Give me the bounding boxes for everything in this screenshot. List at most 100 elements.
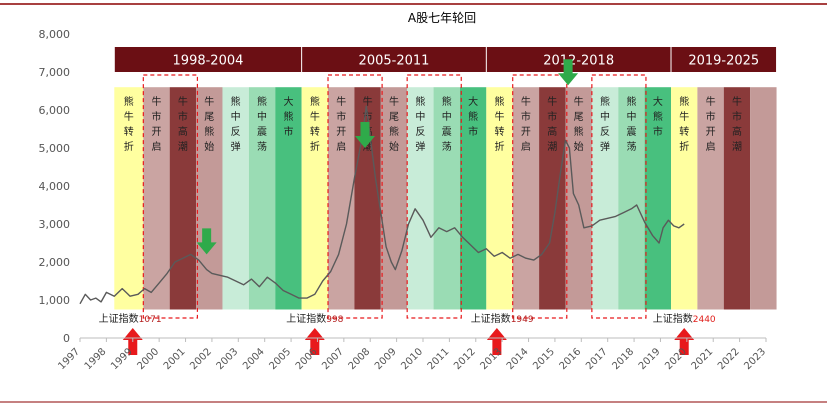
phase-labels: 熊牛转折 牛市开启 牛市高潮 牛尾熊始 熊中反弹 熊中震荡 大熊市 熊牛转折 牛市开启 牛市高潮 牛… [124, 95, 742, 153]
phase-label: 熊牛转折 [495, 95, 505, 153]
index-line [79, 105, 685, 305]
phase-band [114, 87, 144, 310]
phase-band [169, 87, 197, 310]
phase-band [222, 87, 249, 310]
y-axis: 0 1,000 2,000 3,000 4,000 5,000 6,000 7,000 8,00… [39, 28, 71, 345]
phase-band [143, 87, 170, 310]
x-tick-label: 2019 [637, 346, 663, 372]
down-arrow [196, 228, 217, 255]
y-tick-label: 0 [63, 332, 70, 345]
cycle-banner-label: 2012-2018 [543, 54, 614, 69]
x-tick-label: 2002 [188, 346, 214, 372]
phase-band [328, 87, 355, 310]
x-tick-label: 2008 [347, 346, 373, 372]
phase-band [486, 87, 513, 310]
x-tick-label: 2001 [162, 346, 188, 372]
index-annotation: 上证指数1071 [99, 312, 162, 325]
phase-label: 熊牛转折 [679, 95, 689, 153]
phase-band [591, 87, 619, 310]
x-axis: 1997 1998 1999 2000 2001 2002 2003 2004 2005 2006… [56, 337, 768, 372]
bull-market-box [512, 74, 568, 319]
phase-band [671, 87, 698, 310]
cycle-banner [671, 47, 777, 72]
phase-label: 熊中反弹 [600, 95, 610, 153]
phase-label: 熊中震荡 [626, 95, 636, 153]
x-tick-label: 2023 [742, 346, 768, 372]
x-tick-label: 2000 [135, 346, 161, 372]
x-tick-label: 2005 [267, 346, 293, 372]
phase-label: 熊牛转折 [310, 95, 320, 153]
bull-market-box [142, 74, 199, 319]
phase-label: 大熊市 [653, 95, 663, 138]
index-annotation: 上证指数1949 [471, 312, 534, 325]
bull-market-boxes [142, 74, 647, 319]
phase-band [512, 87, 540, 310]
bull-market-box [406, 74, 462, 319]
phase-label: 牛市开启 [706, 95, 716, 153]
x-tick-label: 2021 [690, 346, 716, 372]
phase-band [380, 87, 408, 310]
phase-band [248, 87, 276, 310]
index-annotation: 上证指数998 [286, 312, 343, 325]
up-arrow [674, 328, 695, 355]
phase-band [697, 87, 724, 310]
phase-band [539, 87, 566, 310]
cycle-banner-label: 2019-2025 [688, 54, 759, 69]
phase-label: 熊牛转折 [124, 95, 134, 153]
up-arrow [486, 328, 507, 355]
x-tick-label: 2003 [215, 346, 241, 372]
cycle-banner-label: 1998-2004 [173, 54, 244, 69]
x-tick-label: 1997 [56, 346, 82, 372]
phase-label: 牛市开启 [521, 95, 531, 153]
cycle-banners: 1998-2004 2005-2011 2012-2018 2019-2025 [114, 47, 777, 72]
phase-label: 熊中震荡 [442, 95, 452, 153]
index-annotation: 上证指数2440 [653, 312, 716, 325]
phase-label: 熊中反弹 [231, 95, 241, 153]
phase-label: 牛市高潮 [178, 95, 188, 153]
phase-label: 牛市高潮 [732, 95, 742, 153]
x-tick-label: 2015 [531, 346, 557, 372]
x-tick-label: 2018 [610, 346, 636, 372]
bull-market-box [327, 74, 383, 319]
phase-band [301, 87, 329, 310]
x-tick-label: 2007 [320, 346, 346, 372]
phase-band [275, 87, 302, 310]
y-tick-label: 3,000 [39, 218, 71, 231]
up-arrow [304, 328, 325, 355]
x-tick-label: 2016 [558, 346, 584, 372]
index-annotations: 上证指数1071 上证指数998 上证指数1949 上证指数2440 [99, 312, 716, 325]
down-arrow [354, 122, 375, 148]
x-tick-label: 1998 [83, 346, 109, 372]
cycle-banner [114, 47, 302, 72]
phase-band [459, 87, 487, 310]
x-tick-label: 2017 [584, 346, 610, 372]
bull-market-box [591, 74, 647, 319]
phase-label: 牛市开启 [152, 95, 162, 153]
phase-band [750, 87, 777, 310]
cycle-banner-label: 2005-2011 [359, 54, 430, 69]
phase-label: 熊中震荡 [257, 95, 267, 153]
phase-label: 牛尾熊始 [204, 95, 214, 153]
cycle-banner [302, 47, 486, 72]
chart-title: A股七年轮回 [408, 11, 476, 25]
phase-label: 牛市高潮 [547, 95, 557, 153]
phase-label: 牛尾熊始 [389, 95, 399, 153]
x-tick-label: 2014 [505, 346, 531, 372]
phase-label: 熊中反弹 [415, 95, 425, 153]
phase-band [644, 87, 672, 310]
phase-label: 牛市开启 [336, 95, 346, 153]
phase-band [407, 87, 434, 310]
down-arrow [558, 59, 579, 86]
phase-band [618, 87, 645, 310]
index-line-group [79, 105, 685, 305]
y-tick-label: 7,000 [39, 66, 71, 79]
x-tick-label: 2022 [716, 346, 742, 372]
phase-band [723, 87, 751, 310]
y-tick-label: 5,000 [39, 142, 71, 155]
phase-bands [114, 87, 777, 310]
phase-label: 牛尾熊始 [574, 95, 584, 153]
phase-band [433, 87, 460, 310]
phase-band [196, 87, 223, 310]
